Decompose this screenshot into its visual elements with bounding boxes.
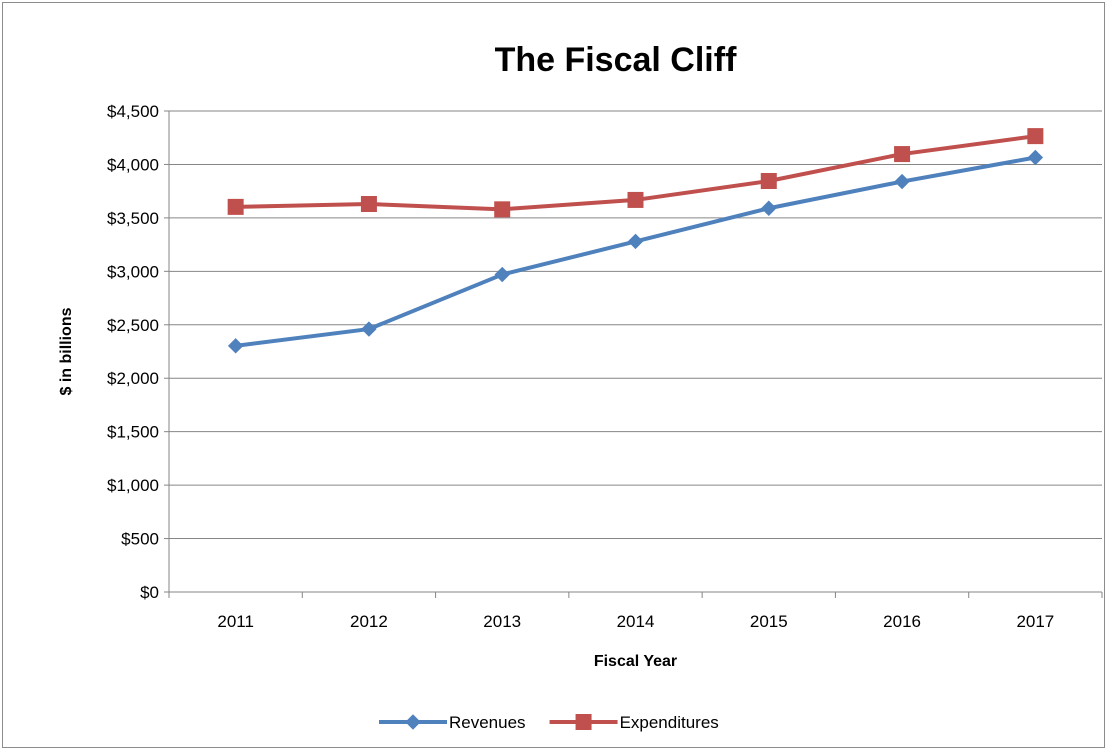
legend-expenditures-marker (575, 714, 592, 730)
expenditures-point (227, 198, 244, 215)
expenditures-point (1027, 128, 1044, 145)
revenues-point (494, 266, 510, 283)
x-tick-label: 2015 (750, 612, 788, 631)
legend-expenditures-label: Expenditures (620, 713, 719, 732)
x-tick-label: 2014 (617, 612, 655, 631)
revenues-line (235, 155, 1036, 348)
y-tick-label: $4,000 (107, 155, 159, 174)
x-tick-label: 2016 (883, 612, 921, 631)
legend-item-revenues: Revenues (379, 713, 526, 732)
y-tick-label: $1,000 (107, 476, 159, 495)
y-tick-label: $4,500 (107, 102, 159, 121)
line-chart: The Fiscal Cliff $0 $500 $1,000 $1,500 $2,00… (58, 41, 1103, 732)
y-tick-label: $0 (140, 583, 159, 602)
legend-revenues-label: Revenues (449, 713, 526, 732)
axes (168, 111, 1102, 593)
y-tick-label: $3,500 (107, 209, 159, 228)
x-tick-label: 2013 (483, 612, 521, 631)
expenditures-point (494, 201, 511, 218)
x-tick-label: 2012 (350, 612, 388, 631)
y-tick-label: $2,000 (107, 369, 159, 388)
y-tick-label: $500 (121, 530, 159, 549)
x-tick-label: 2011 (217, 612, 254, 631)
expenditures-point (760, 173, 777, 190)
y-axis-ticks: $0 $500 $1,000 $1,500 $2,000 $2,500 $3,000 $3,5… (107, 102, 169, 602)
revenues-point (761, 200, 777, 216)
revenues-point (227, 338, 244, 354)
expenditures-point (894, 146, 911, 163)
y-tick-label: $2,500 (107, 316, 159, 335)
expenditures-point (360, 195, 377, 212)
y-tick-label: $3,000 (107, 262, 159, 281)
series-group (227, 128, 1044, 354)
series-revenues (227, 149, 1044, 354)
legend-item-expenditures: Expenditures (549, 713, 719, 732)
revenues-point (627, 233, 644, 250)
revenues-point (1027, 149, 1044, 166)
chart-title: The Fiscal Cliff (495, 41, 737, 79)
legend-revenues-marker (405, 714, 421, 730)
x-axis-title: Fiscal Year (594, 653, 677, 670)
gridlines (169, 110, 1102, 540)
legend: Revenues Expenditures (379, 713, 719, 732)
x-axis-ticks: 2011 2012 2013 2014 2015 2016 2017 (168, 592, 1103, 631)
series-expenditures (227, 128, 1044, 218)
x-tick-label: 2017 (1016, 612, 1054, 631)
revenues-point (361, 321, 377, 337)
expenditures-point (627, 191, 644, 208)
y-axis-title: $ in billions (58, 307, 75, 395)
revenues-point (894, 173, 910, 190)
y-tick-label: $1,500 (107, 423, 159, 442)
